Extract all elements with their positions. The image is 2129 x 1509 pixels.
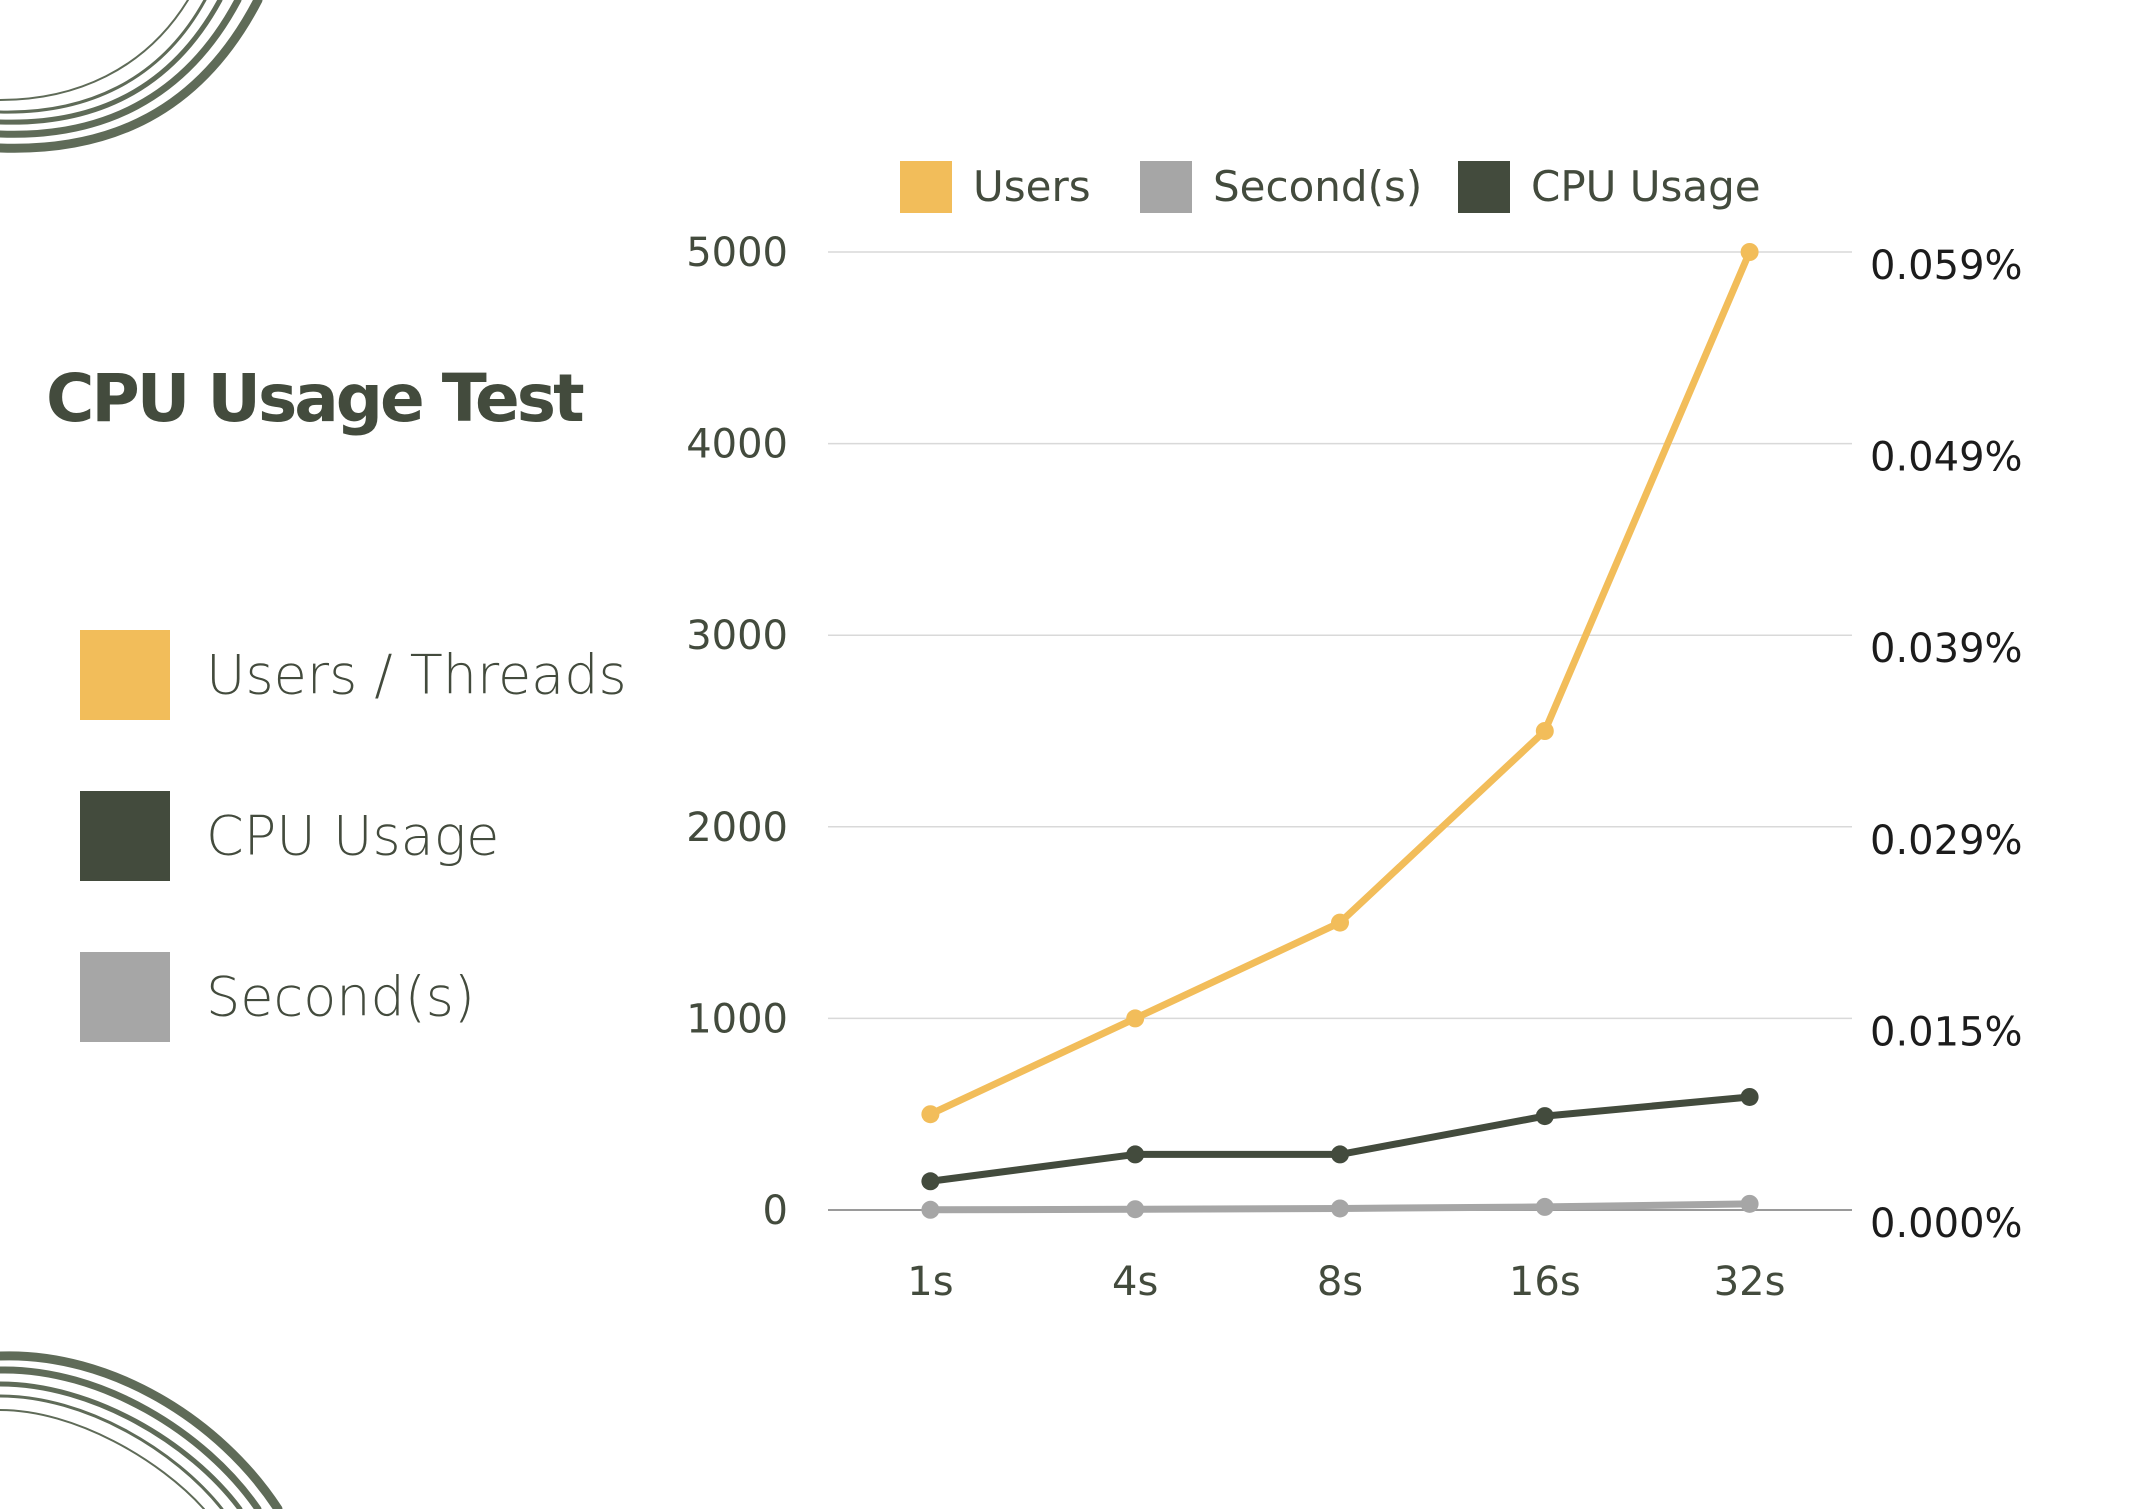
data-point-cpu-usage-1s: [921, 1172, 940, 1191]
legend-label-second-s: Second(s): [1213, 162, 1422, 211]
x-tick-label-4s: 4s: [1112, 1259, 1158, 1305]
data-point-cpu-usage-32s: [1740, 1087, 1759, 1106]
data-point-second-s-4s: [1126, 1200, 1145, 1219]
y-tick-label-1: 1000: [686, 996, 788, 1042]
y2-tick-label-1: 0.015%: [1870, 1009, 2023, 1055]
legend-label-users: Users: [973, 162, 1091, 211]
legend-swatch-cpu-usage: [1458, 161, 1510, 213]
y-tick-label-0: 0: [763, 1188, 788, 1234]
side-legend-label-cpu-usage: CPU Usage: [206, 804, 500, 868]
x-tick-label-8s: 8s: [1317, 1259, 1363, 1305]
y-tick-label-5: 5000: [686, 230, 788, 276]
side-legend-label-users-threads: Users / Threads: [206, 643, 627, 707]
side-legend-swatch-cpu-usage: [80, 791, 170, 881]
x-tick-label-32s: 32s: [1714, 1259, 1786, 1305]
data-point-second-s-16s: [1535, 1197, 1554, 1216]
side-legend-label-seconds: Second(s): [206, 965, 475, 1029]
data-point-users-1s: [921, 1105, 940, 1124]
data-point-second-s-32s: [1740, 1194, 1759, 1213]
data-point-second-s-8s: [1331, 1199, 1349, 1218]
data-point-cpu-usage-16s: [1535, 1107, 1554, 1126]
y-tick-label-2: 2000: [686, 805, 788, 851]
side-legend-swatch-users-threads: [80, 630, 170, 720]
series-line-cpu-usage: [926, 1093, 1754, 1185]
legend-label-cpu-usage: CPU Usage: [1531, 162, 1761, 211]
y2-tick-label-0: 0.000%: [1870, 1201, 2023, 1247]
data-point-second-s-1s: [921, 1200, 940, 1219]
y-tick-label-3: 3000: [686, 613, 788, 659]
y2-tick-label-4: 0.049%: [1870, 435, 2023, 481]
x-tick-label-1s: 1s: [907, 1259, 953, 1305]
y2-tick-label-2: 0.029%: [1870, 818, 2023, 864]
data-point-users-4s: [1126, 1009, 1145, 1028]
x-tick-label-16s: 16s: [1509, 1259, 1581, 1305]
y-tick-label-4: 4000: [686, 422, 788, 468]
data-point-users-8s: [1331, 913, 1349, 932]
side-legend-swatch-seconds: [80, 952, 170, 1042]
legend-swatch-second-s: [1140, 161, 1192, 213]
data-point-cpu-usage-4s: [1126, 1145, 1145, 1164]
page-title: CPU Usage Test: [46, 360, 585, 437]
y2-tick-label-3: 0.039%: [1870, 626, 2023, 672]
legend-swatch-users: [900, 161, 952, 213]
data-point-cpu-usage-8s: [1331, 1145, 1349, 1164]
data-point-users-32s: [1740, 243, 1759, 261]
y2-tick-label-5: 0.059%: [1870, 243, 2023, 289]
data-point-users-16s: [1535, 722, 1554, 740]
series-line-users: [926, 248, 1754, 1118]
